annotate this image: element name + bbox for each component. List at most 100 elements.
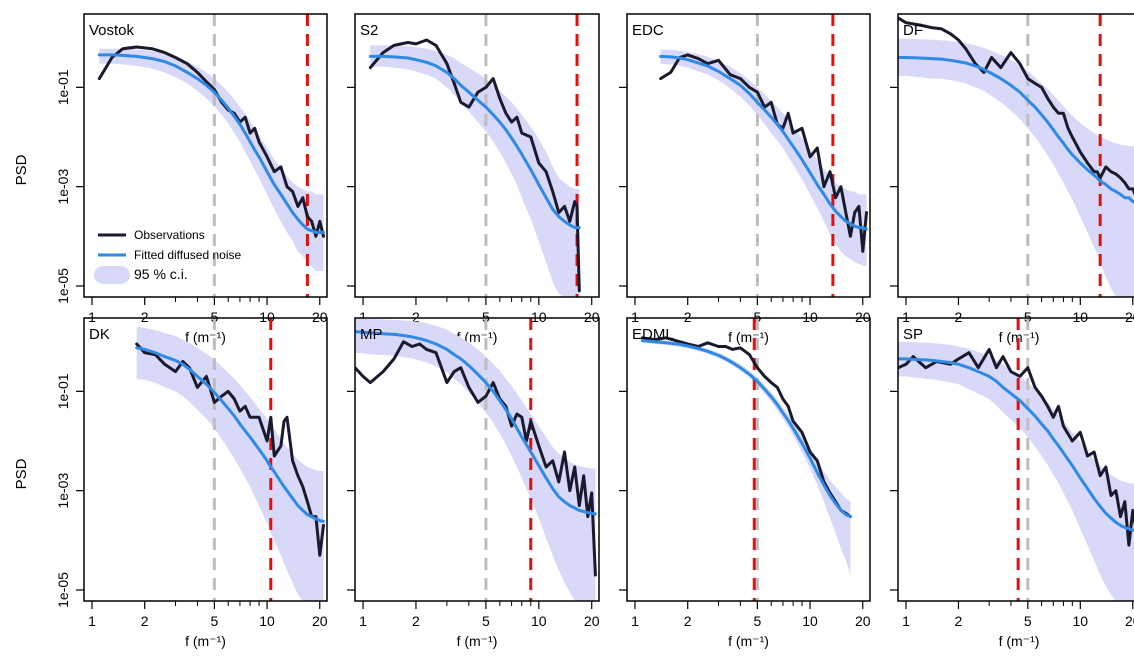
x-tick-label: 5 — [1024, 613, 1032, 629]
ci-band — [355, 318, 596, 601]
x-axis-label: f (m⁻¹) — [999, 633, 1040, 649]
x-tick-label: 5 — [210, 613, 218, 629]
y-axis-label-bottom: PSD — [13, 458, 30, 489]
panel-frame — [897, 13, 1134, 298]
panel-label: S2 — [360, 22, 378, 39]
y-axis-label-top: PSD — [13, 154, 30, 185]
x-tick-label: 10 — [802, 613, 818, 629]
observations-line — [97, 45, 325, 238]
x-tick-label: 10 — [259, 309, 275, 325]
panel-plot-area — [659, 14, 868, 297]
x-tick-label: 1 — [902, 309, 910, 325]
panel-plot-area — [640, 318, 852, 601]
panel-frame — [626, 317, 871, 602]
panel-plot-area — [355, 318, 597, 601]
observations-line — [368, 38, 581, 293]
x-tick-label: 20 — [1125, 309, 1134, 325]
x-tick-label: 5 — [753, 613, 761, 629]
panel-vostok: Vostok 1 2 5 10 20 f (m⁻¹) 1e-01 1e-03 1e-05 Obser… — [55, 13, 328, 345]
panel-edc: EDC 1 2 5 10 20 f (m⁻¹) — [619, 13, 871, 345]
legend-label: Fitted diffused noise — [134, 248, 242, 262]
legend-fitted: Fitted diffused noise — [98, 248, 242, 262]
y-tick-label: 1e-03 — [55, 473, 71, 509]
x-tick-label: 2 — [955, 309, 963, 325]
x-tick-label: 20 — [584, 309, 600, 325]
x-tick-label: 20 — [855, 309, 871, 325]
x-tick-label: 5 — [753, 309, 761, 325]
ci-band — [136, 326, 324, 601]
legend-observations: Observations — [98, 228, 205, 242]
legend-label: 95 % c.i. — [134, 266, 188, 282]
x-tick-label: 20 — [312, 309, 328, 325]
x-axis-label: f (m⁻¹) — [185, 329, 226, 345]
panel-label: DF — [903, 22, 923, 39]
panel-mp: MP 1 2 5 10 20 f (m⁻¹) — [347, 317, 600, 649]
ci-band — [898, 341, 1134, 601]
panel-frame — [354, 13, 600, 298]
panel-plot-area — [368, 14, 581, 297]
y-tick-label: 1e-01 — [55, 373, 71, 409]
observations-line — [898, 347, 1134, 547]
fitted-line — [898, 56, 1134, 204]
x-tick-label: 1 — [902, 613, 910, 629]
panel-label: EDML — [632, 326, 674, 343]
x-tick-label: 10 — [1073, 613, 1089, 629]
panel-label: DK — [89, 326, 110, 343]
panel-label: EDC — [632, 22, 664, 39]
x-tick-label: 1 — [631, 613, 639, 629]
x-axis-label: f (m⁻¹) — [728, 633, 769, 649]
x-tick-label: 2 — [412, 309, 420, 325]
panel-label: MP — [360, 326, 383, 343]
x-axis-label: f (m⁻¹) — [185, 633, 226, 649]
panel-label: Vostok — [89, 22, 135, 39]
x-tick-label: 1 — [631, 309, 639, 325]
x-tick-label: 10 — [259, 613, 275, 629]
x-tick-label: 2 — [955, 613, 963, 629]
x-tick-label: 1 — [88, 613, 96, 629]
panel-edml: EDML 1 2 5 10 20 f (m⁻¹) — [619, 317, 871, 649]
x-tick-label: 5 — [482, 309, 490, 325]
panel-plot-area — [135, 318, 325, 601]
panel-s2: S21 2 5 10 20f (m⁻¹) — [347, 13, 600, 345]
panel-frame — [626, 13, 871, 298]
panel-df: DF1251020f (m⁻¹) — [890, 13, 1134, 345]
panel-plot-area — [898, 318, 1134, 601]
x-axis-label: f (m⁻¹) — [457, 633, 498, 649]
y-tick-label: 1e-01 — [55, 69, 71, 105]
panel-plot-area — [898, 14, 1134, 297]
panels: Vostok 1 2 5 10 20 f (m⁻¹) 1e-01 1e-03 1e-05 Obser… — [55, 13, 1134, 649]
x-tick-label: 5 — [482, 613, 490, 629]
panel-label: SP — [903, 326, 923, 343]
x-tick-label: 10 — [802, 309, 818, 325]
x-tick-label: 2 — [141, 309, 149, 325]
fitted-line — [640, 339, 852, 519]
fitted-line — [898, 357, 1134, 532]
legend-label: Observations — [134, 228, 205, 242]
x-tick-label: 20 — [1125, 613, 1134, 629]
fitted-line — [368, 54, 581, 230]
legend: Observations Fitted diffused noise 95 % c.… — [94, 228, 242, 284]
ci-band — [99, 48, 324, 272]
y-tick-label: 1e-03 — [55, 169, 71, 205]
y-tick-label: 1e-05 — [55, 572, 71, 608]
legend-ci: 95 % c.i. — [94, 266, 188, 284]
x-tick-label: 20 — [584, 613, 600, 629]
panel-frame — [83, 317, 328, 602]
observations-line — [659, 53, 868, 253]
fitted-line — [659, 54, 868, 231]
x-tick-label: 2 — [684, 613, 692, 629]
x-tick-label: 5 — [1024, 309, 1032, 325]
x-tick-label: 20 — [312, 613, 328, 629]
panel-sp: SP 1 2 5 10 20 f (m⁻¹) — [890, 317, 1134, 649]
x-tick-label: 5 — [210, 309, 218, 325]
fitted-line — [355, 330, 597, 516]
panel-dk: DK 1 2 5 10 20 f (m⁻¹) 1e-01 1e-03 1e-05 — [55, 317, 328, 649]
x-tick-label: 20 — [855, 613, 871, 629]
x-tick-label: 2 — [684, 309, 692, 325]
observations-line — [898, 16, 1134, 196]
panel-frame — [354, 317, 600, 602]
ci-band — [660, 49, 867, 267]
fitted-line — [97, 53, 325, 234]
panel-frame — [83, 13, 328, 298]
